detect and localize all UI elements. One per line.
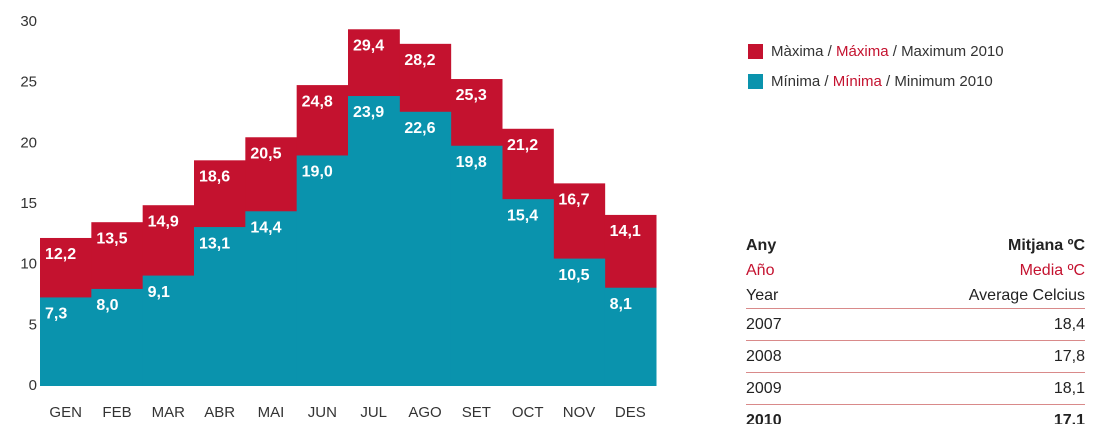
table-cell: 2007 — [746, 316, 782, 333]
x-tick-label: ABR — [204, 404, 235, 421]
value-label: 25,3 — [456, 87, 487, 104]
bar — [296, 155, 349, 386]
table-cell: 18,4 — [1053, 316, 1085, 333]
value-label: 19,8 — [456, 154, 487, 171]
value-label: 28,2 — [404, 52, 435, 69]
table-cell: 2010 — [746, 412, 782, 424]
y-tick-label: 5 — [29, 316, 37, 333]
x-tick-label: MAR — [152, 404, 186, 421]
table-cell: Average Celcius — [968, 287, 1085, 304]
value-label: 20,5 — [250, 145, 281, 162]
value-label: 14,1 — [610, 223, 641, 240]
table-row: Year Average Celcius — [746, 283, 1085, 308]
legend-part: Minimum 2010 — [894, 73, 992, 90]
table-cell: Media ºC — [1019, 262, 1085, 279]
table-cell: 17,1 — [1053, 412, 1085, 424]
value-label: 13,5 — [96, 230, 127, 247]
value-label: 8,1 — [610, 296, 632, 313]
value-label: 10,5 — [558, 267, 589, 284]
value-label: 14,4 — [250, 219, 281, 236]
table-row: 2009 18,1 — [746, 372, 1085, 404]
legend-part: Màxima — [771, 43, 824, 60]
table-cell: Mitjana ºC — [1008, 237, 1085, 254]
legend-part: Mínima — [833, 73, 883, 90]
table-cell: 2008 — [746, 348, 782, 365]
table-row: Año Media ºC — [746, 258, 1085, 283]
x-tick-label: FEB — [102, 404, 131, 421]
legend-part: Mínima — [771, 73, 821, 90]
value-label: 9,1 — [148, 284, 170, 301]
table-cell: Any — [746, 237, 777, 254]
value-label: 21,2 — [507, 137, 538, 154]
legend-part: Máxima — [836, 43, 889, 60]
value-label: 15,4 — [507, 207, 538, 224]
x-tick-label: AGO — [408, 404, 441, 421]
legend-part: Maximum 2010 — [901, 43, 1004, 60]
value-label: 24,8 — [302, 93, 333, 110]
legend-part: / — [882, 73, 895, 90]
bar — [142, 275, 195, 386]
value-label: 29,4 — [353, 37, 384, 54]
value-label: 12,2 — [45, 246, 76, 263]
table-row: 2007 18,4 — [746, 308, 1085, 340]
table-cell: 2009 — [746, 380, 782, 397]
table-row: 2008 17,8 — [746, 340, 1085, 372]
value-label: 22,6 — [404, 120, 435, 137]
bar — [194, 227, 246, 386]
bar — [40, 297, 92, 386]
table-row: 2010 17,1 — [746, 404, 1085, 424]
bar — [245, 211, 298, 386]
y-tick-label: 30 — [20, 13, 37, 30]
legend-label: Màxima / Máxima / Maximum 2010 — [771, 43, 1004, 60]
x-tick-label: JUL — [360, 404, 387, 421]
value-label: 8,0 — [96, 297, 118, 314]
value-label: 18,6 — [199, 169, 230, 186]
x-tick-label: OCT — [512, 404, 544, 421]
bar — [502, 199, 554, 386]
value-label: 16,7 — [558, 192, 589, 209]
table-cell: Año — [746, 262, 775, 279]
x-tick-label: NOV — [563, 404, 596, 421]
value-label: 13,1 — [199, 235, 230, 252]
legend-part: / — [824, 43, 837, 60]
value-label: 23,9 — [353, 104, 384, 121]
legend-part: / — [820, 73, 833, 90]
bar — [450, 145, 503, 386]
x-tick-label: SET — [462, 404, 491, 421]
x-tick-label: MAI — [258, 404, 285, 421]
table-cell: 17,8 — [1053, 348, 1085, 365]
value-label: 19,0 — [302, 164, 333, 181]
value-label: 14,9 — [148, 213, 179, 230]
table-row: Any Mitjana ºC — [746, 233, 1085, 258]
table-cell: Year — [746, 287, 779, 304]
x-tick-label: GEN — [49, 404, 82, 421]
legend-part: / — [889, 43, 902, 60]
y-tick-label: 20 — [20, 134, 37, 151]
y-tick-label: 15 — [20, 195, 37, 212]
y-tick-label: 25 — [20, 74, 37, 91]
bar — [91, 288, 144, 386]
x-tick-label: JUN — [308, 404, 337, 421]
legend-label: Mínima / Mínima / Minimum 2010 — [771, 73, 993, 90]
bar — [399, 111, 452, 386]
value-label: 7,3 — [45, 306, 67, 323]
x-tick-label: DES — [615, 404, 646, 421]
table-cell: 18,1 — [1053, 380, 1085, 397]
bar — [348, 96, 400, 386]
legend-swatch — [748, 74, 763, 89]
bar — [553, 258, 606, 386]
bar — [604, 287, 657, 386]
table: Any Mitjana ºC Año Media ºC Year Average Celc… — [746, 233, 1085, 424]
legend-swatch — [748, 44, 763, 59]
y-tick-label: 0 — [29, 377, 37, 394]
y-tick-label: 10 — [20, 256, 37, 273]
